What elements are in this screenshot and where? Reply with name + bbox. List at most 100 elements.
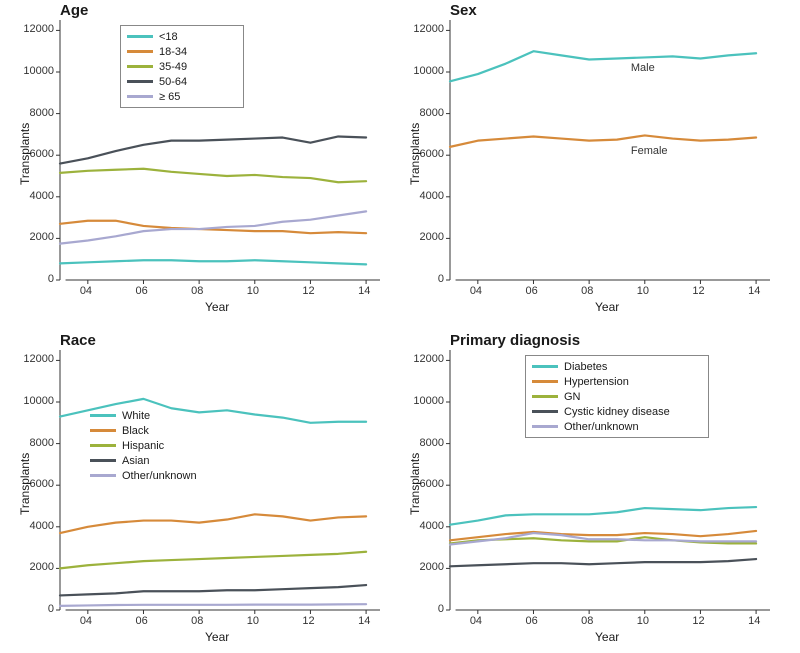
legend-label: ≥ 65 <box>159 91 180 103</box>
legend-label: Asian <box>122 455 150 467</box>
ytick-label: 8000 <box>420 107 444 119</box>
xtick-label: 08 <box>191 615 203 627</box>
legend-item: Diabetes <box>532 359 702 374</box>
legend-item: Asian <box>90 453 230 468</box>
xtick-label: 14 <box>358 615 370 627</box>
legend-item: Other/unknown <box>90 468 230 483</box>
legend-swatch <box>90 429 116 432</box>
legend-item: <18 <box>127 29 237 44</box>
ytick-label: 6000 <box>420 478 444 490</box>
ytick-label: 6000 <box>30 478 54 490</box>
xtick-label: 06 <box>525 615 537 627</box>
xtick-label: 10 <box>637 615 649 627</box>
xtick-label: 10 <box>247 285 259 297</box>
ytick-label: 6000 <box>420 148 444 160</box>
ytick-label: 2000 <box>30 561 54 573</box>
ytick-label: 12000 <box>23 353 54 365</box>
ytick-label: 12000 <box>413 23 444 35</box>
xtick-label: 06 <box>135 615 147 627</box>
series-line <box>450 135 756 146</box>
ytick-label: 10000 <box>413 395 444 407</box>
legend-label: 35-49 <box>159 61 187 73</box>
ytick-label: 0 <box>438 603 444 615</box>
series-line <box>60 585 366 595</box>
xtick-label: 08 <box>581 285 593 297</box>
xtick-label: 04 <box>470 285 482 297</box>
xtick-label: 08 <box>191 285 203 297</box>
ytick-label: 4000 <box>420 520 444 532</box>
ytick-label: 4000 <box>30 190 54 202</box>
legend-item: Other/unknown <box>532 419 702 434</box>
legend-label: Cystic kidney disease <box>564 406 670 418</box>
series-line <box>60 211 366 243</box>
legend-label: Hypertension <box>564 376 629 388</box>
panel-title-race: Race <box>60 332 96 349</box>
legend-swatch <box>532 425 558 428</box>
legend-label: Other/unknown <box>122 470 197 482</box>
series-line <box>450 51 756 81</box>
legend-label: Diabetes <box>564 361 607 373</box>
series-line <box>450 507 756 525</box>
xtick-label: 06 <box>525 285 537 297</box>
xtick-label: 04 <box>80 285 92 297</box>
legend-swatch <box>127 50 153 53</box>
ytick-label: 2000 <box>420 231 444 243</box>
series-line <box>60 552 366 569</box>
x-axis-label: Year <box>205 300 229 314</box>
legend-swatch <box>532 380 558 383</box>
legend-swatch <box>90 474 116 477</box>
y-axis-label: Transplants <box>408 123 422 185</box>
legend-race: WhiteBlackHispanicAsianOther/unknown <box>90 408 230 483</box>
legend-swatch <box>90 444 116 447</box>
xtick-label: 14 <box>748 285 760 297</box>
ytick-label: 0 <box>48 603 54 615</box>
legend-item: Hypertension <box>532 374 702 389</box>
legend-item: 35-49 <box>127 59 237 74</box>
y-axis-label: Transplants <box>18 123 32 185</box>
legend-label: <18 <box>159 31 178 43</box>
legend-swatch <box>127 80 153 83</box>
legend-item: GN <box>532 389 702 404</box>
legend-diagnosis: Diabetes Hypertension GN Cystic kidney dise… <box>525 355 709 438</box>
legend-swatch <box>532 410 558 413</box>
series-line <box>60 169 366 183</box>
ytick-label: 8000 <box>30 107 54 119</box>
xtick-label: 12 <box>302 615 314 627</box>
xtick-label: 04 <box>470 615 482 627</box>
ytick-label: 4000 <box>420 190 444 202</box>
legend-label: GN <box>564 391 581 403</box>
ytick-label: 2000 <box>30 231 54 243</box>
series-line <box>60 604 366 606</box>
legend-swatch <box>127 95 153 98</box>
ytick-label: 10000 <box>23 65 54 77</box>
y-axis-label: Transplants <box>18 453 32 515</box>
plot-sex <box>450 20 770 280</box>
chart-grid: Age 0 2000 4000 6000 8000 10000 12000 04 06 08 10 12… <box>0 0 800 653</box>
legend-item: 50-64 <box>127 74 237 89</box>
legend-swatch <box>90 414 116 417</box>
series-line <box>60 136 366 163</box>
legend-label: 50-64 <box>159 76 187 88</box>
xtick-label: 10 <box>247 615 259 627</box>
legend-item: White <box>90 408 230 423</box>
ytick-label: 10000 <box>23 395 54 407</box>
series-inline-label: Female <box>631 145 668 157</box>
legend-label: White <box>122 410 150 422</box>
ytick-label: 8000 <box>420 437 444 449</box>
xtick-label: 12 <box>692 615 704 627</box>
panel-title-age: Age <box>60 2 88 19</box>
xtick-label: 12 <box>692 285 704 297</box>
legend-label: Hispanic <box>122 440 164 452</box>
xtick-label: 08 <box>581 615 593 627</box>
legend-swatch <box>532 365 558 368</box>
xtick-label: 10 <box>637 285 649 297</box>
ytick-label: 6000 <box>30 148 54 160</box>
legend-swatch <box>90 459 116 462</box>
ytick-label: 2000 <box>420 561 444 573</box>
legend-swatch <box>532 395 558 398</box>
legend-age: <18 18-34 35-49 50-64 ≥ 65 <box>120 25 244 108</box>
xtick-label: 14 <box>748 615 760 627</box>
xtick-label: 12 <box>302 285 314 297</box>
legend-label: 18-34 <box>159 46 187 58</box>
xtick-label: 06 <box>135 285 147 297</box>
